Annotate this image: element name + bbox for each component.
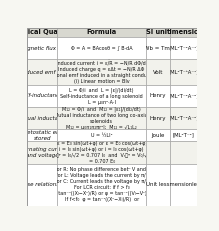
Text: [ML²T⁻³A⁻¹]: [ML²T⁻³A⁻¹] xyxy=(168,70,199,75)
Bar xyxy=(146,141,170,164)
Text: For R: No phase difference betⁿ V and I
For L: Voltage leads the current by π/2
: For R: No phase difference betⁿ V and I … xyxy=(48,167,155,202)
Bar xyxy=(170,164,197,206)
Bar xyxy=(27,59,57,85)
Text: [ML²T⁻²A⁻²]: [ML²T⁻²A⁻²] xyxy=(168,116,199,121)
Bar xyxy=(57,141,146,164)
Text: Dimension: Dimension xyxy=(164,29,203,35)
Bar xyxy=(27,164,57,206)
Bar xyxy=(170,37,197,59)
Bar xyxy=(57,28,146,37)
Text: Mutual inductance: Mutual inductance xyxy=(17,116,68,121)
Bar xyxy=(27,37,57,59)
Bar xyxy=(27,141,57,164)
Text: Unit less: Unit less xyxy=(146,182,170,187)
Text: L = Φ/i  and  L = |ε|/(di/dt)
Self-inductance of a long solenoid
L = μ₀n²·A·l: L = Φ/i and L = |ε|/(di/dt) Self-inducta… xyxy=(60,87,143,105)
Text: Phase relationship: Phase relationship xyxy=(17,182,67,187)
Text: [ML²T⁻²]: [ML²T⁻²] xyxy=(173,133,194,138)
Text: Self-inductance: Self-inductance xyxy=(21,94,64,98)
Text: Formula: Formula xyxy=(87,29,117,35)
Text: Henry: Henry xyxy=(150,94,166,98)
Text: Φ = A = BAcosθ = ∫ B·dA: Φ = A = BAcosθ = ∫ B·dA xyxy=(71,46,132,51)
Bar xyxy=(170,28,197,37)
Text: Dimensionless: Dimensionless xyxy=(164,182,203,187)
Text: Volt: Volt xyxy=(153,70,163,75)
Text: Joule: Joule xyxy=(151,133,165,138)
Text: Alternating current
and voltage: Alternating current and voltage xyxy=(16,147,68,158)
Bar xyxy=(27,28,57,37)
Bar xyxy=(57,85,146,107)
Text: ε = E₀ sin(ωt+φ) or ε = E₀ cos(ωt+φ)
i = I₀ sin(ωt+φ) or i = I₀ cos(ωt+φ)
Iᵣᵜᵠ =: ε = E₀ sin(ωt+φ) or ε = E₀ cos(ωt+φ) i =… xyxy=(53,141,150,164)
Bar xyxy=(146,164,170,206)
Bar xyxy=(146,28,170,37)
Bar xyxy=(146,107,170,129)
Bar xyxy=(170,59,197,85)
Text: SI unit: SI unit xyxy=(146,29,170,35)
Text: Magnetostatic energy
stored: Magnetostatic energy stored xyxy=(12,130,72,140)
Text: [ML²T⁻²A⁻²]: [ML²T⁻²A⁻²] xyxy=(168,94,199,98)
Text: Magnetic flux (Φ): Magnetic flux (Φ) xyxy=(19,46,66,51)
Bar xyxy=(27,129,57,141)
Bar xyxy=(57,107,146,129)
Bar xyxy=(170,129,197,141)
Bar xyxy=(57,164,146,206)
Bar xyxy=(27,107,57,129)
Text: [ML²T⁻²A⁻¹]: [ML²T⁻²A⁻¹] xyxy=(168,46,199,51)
Bar xyxy=(170,141,197,164)
Bar xyxy=(170,85,197,107)
Bar xyxy=(57,59,146,85)
Text: ε = −dΦ/dt
Induced current i = ε/R = −N/R dΦ/dt
Induced charge q = εΔt = −N/R ΔΦ: ε = −dΦ/dt Induced current i = ε/R = −N/… xyxy=(46,55,157,90)
Bar xyxy=(57,129,146,141)
Bar xyxy=(27,85,57,107)
Text: Wb = Tm²: Wb = Tm² xyxy=(144,46,172,51)
Text: Induced emf (ε): Induced emf (ε) xyxy=(21,70,64,75)
Bar xyxy=(57,37,146,59)
Bar xyxy=(146,85,170,107)
Text: Physical Quantity: Physical Quantity xyxy=(10,29,75,35)
Text: M₁₂ = Φ/i  and  M₁₂ = |ε₁|/(di₂/dt)
Mutual inductance of two long co-axial
solen: M₁₂ = Φ/i and M₁₂ = |ε₁|/(di₂/dt) Mutual… xyxy=(54,106,149,130)
Bar xyxy=(170,107,197,129)
Bar xyxy=(146,37,170,59)
Text: Henry: Henry xyxy=(150,116,166,121)
Text: U = ½LI²: U = ½LI² xyxy=(91,133,112,138)
Bar xyxy=(146,129,170,141)
Bar xyxy=(146,59,170,85)
